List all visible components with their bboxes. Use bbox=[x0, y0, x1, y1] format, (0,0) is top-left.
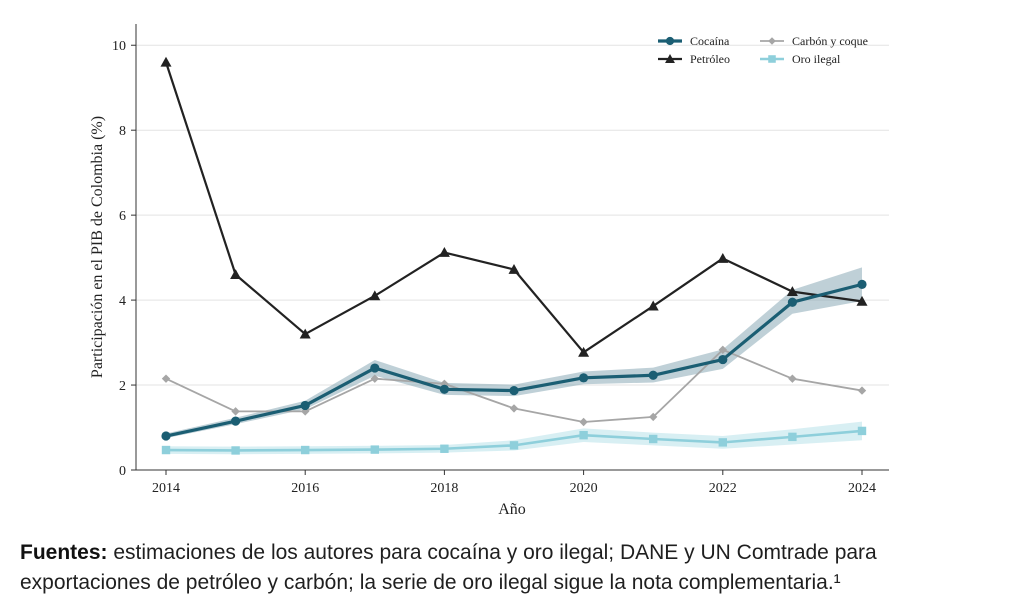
point-carbón-y-coque bbox=[161, 374, 171, 383]
point-cocaína bbox=[718, 354, 728, 365]
point-carbón-y-coque bbox=[649, 412, 658, 422]
point-carbón-y-coque bbox=[231, 407, 240, 416]
legend-marker-cocaína bbox=[665, 36, 675, 46]
point-carbón-y-coque bbox=[579, 417, 588, 427]
point-oro-ilegal bbox=[718, 438, 727, 447]
source-caption: Fuentes: estimaciones de los autores par… bbox=[20, 538, 1010, 598]
point-petróleo bbox=[369, 290, 381, 301]
point-petróleo bbox=[786, 286, 798, 296]
legend-marker-petróleo bbox=[665, 54, 675, 63]
caption-label: Fuentes: bbox=[20, 541, 108, 564]
line-chart: 0 2 4 6 8 10 2014 2016 2018 2020 2022 2024 Año Part… bbox=[89, 24, 889, 518]
point-petróleo bbox=[438, 247, 450, 257]
point-cocaína bbox=[370, 363, 380, 373]
point-oro-ilegal bbox=[509, 441, 519, 450]
y-tick-label: 4 bbox=[119, 294, 126, 309]
x-tick-label: 2020 bbox=[570, 481, 598, 496]
point-cocaína bbox=[579, 373, 589, 383]
point-cocaína bbox=[509, 385, 519, 396]
point-carbón-y-coque bbox=[370, 374, 379, 383]
point-cocaína bbox=[161, 431, 171, 441]
x-tick-label: 2016 bbox=[291, 481, 319, 496]
band-oro-ilegal bbox=[166, 421, 862, 455]
legend-label-cocaína: Cocaína bbox=[690, 34, 730, 48]
y-axis-label: Participación en el PIB de Colombia (%) bbox=[89, 116, 106, 378]
point-petróleo bbox=[647, 300, 659, 311]
legend-marker-carbón-y-coque bbox=[768, 37, 776, 45]
caption-text: estimaciones de los autores para cocaína… bbox=[20, 541, 877, 594]
point-petróleo bbox=[299, 328, 311, 339]
point-oro-ilegal bbox=[161, 445, 171, 455]
point-carbón-y-coque bbox=[718, 345, 727, 354]
y-tick-label: 10 bbox=[112, 39, 126, 54]
point-carbón-y-coque bbox=[509, 404, 519, 413]
x-tick-label: 2014 bbox=[152, 481, 180, 496]
x-tick-label: 2018 bbox=[430, 481, 458, 496]
point-oro-ilegal bbox=[301, 445, 310, 455]
y-tick-label: 8 bbox=[119, 124, 126, 139]
gridlines bbox=[136, 44, 889, 386]
point-cocaína bbox=[300, 400, 310, 411]
legend-marker-oro-ilegal bbox=[768, 55, 776, 63]
point-cocaína bbox=[648, 370, 658, 380]
x-axis-label: Año bbox=[498, 501, 526, 518]
legend: Cocaína Petróleo Carbón y coque Oro ilegal bbox=[658, 34, 868, 66]
point-petróleo bbox=[230, 269, 242, 280]
point-cocaína bbox=[439, 384, 449, 394]
point-carbón-y-coque bbox=[857, 386, 867, 395]
point-carbón-y-coque bbox=[788, 374, 797, 383]
point-oro-ilegal bbox=[857, 426, 867, 436]
legend-label-oro-ilegal: Oro ilegal bbox=[792, 52, 841, 66]
y-tick-label: 2 bbox=[119, 379, 126, 394]
point-petróleo bbox=[160, 56, 172, 67]
uncertainty-bands bbox=[166, 267, 862, 455]
line-petróleo bbox=[164, 61, 863, 354]
y-tick-label: 0 bbox=[119, 464, 126, 479]
x-tick-label: 2024 bbox=[848, 481, 876, 496]
tick-labels: 0 2 4 6 8 10 2014 2016 2018 2020 2022 2024 bbox=[112, 39, 876, 496]
point-oro-ilegal bbox=[579, 430, 588, 440]
point-petróleo bbox=[717, 252, 729, 263]
x-tick-label: 2022 bbox=[709, 481, 737, 496]
point-oro-ilegal bbox=[788, 432, 797, 442]
point-petróleo bbox=[856, 295, 868, 306]
legend-label-carbón-y-coque: Carbón y coque bbox=[792, 34, 868, 48]
point-oro-ilegal bbox=[231, 446, 240, 455]
point-petróleo bbox=[578, 346, 590, 357]
series-markers bbox=[160, 56, 868, 455]
point-cocaína bbox=[787, 297, 798, 307]
legend-label-petróleo: Petróleo bbox=[690, 52, 730, 66]
axes bbox=[135, 24, 889, 471]
point-oro-ilegal bbox=[370, 445, 379, 454]
point-cocaína bbox=[231, 416, 241, 426]
point-petróleo bbox=[508, 264, 520, 274]
line-cocaína bbox=[165, 282, 863, 438]
y-tick-label: 6 bbox=[119, 209, 126, 224]
point-oro-ilegal bbox=[649, 434, 658, 444]
point-cocaína bbox=[857, 279, 867, 289]
point-oro-ilegal bbox=[440, 444, 449, 453]
